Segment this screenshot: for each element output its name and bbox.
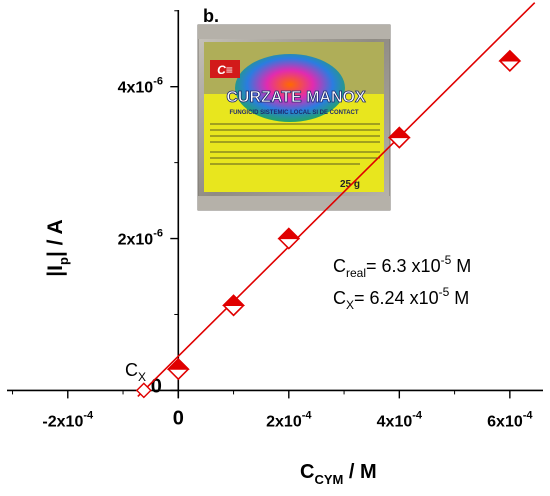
- data-point-fill: [222, 294, 246, 306]
- product-subtitle: FUNGICID SISTEMIC LOCAL SI DE CONTACT: [229, 110, 358, 116]
- fit-line: [137, 2, 536, 397]
- product-weight: 25 g: [340, 179, 360, 190]
- y-axis-title: |Ip| / A: [44, 219, 71, 276]
- cx-marker-label: CX: [125, 360, 146, 384]
- plot-area: [135, 2, 536, 399]
- c-x-annotation: CX= 6.24 x10-5 M: [333, 285, 469, 312]
- c-real-annotation: Creal= 6.3 x10-5 M: [333, 253, 471, 280]
- data-point: [277, 227, 301, 250]
- axes: -2x10-4 0 2x10-4 4x10-4 6x10-4 0 2x10-6 4x10-6: [7, 10, 543, 430]
- data-point-fill: [277, 227, 301, 240]
- y-tick-label: 2x10-6: [118, 228, 163, 249]
- data-point: [498, 49, 522, 73]
- panel-label: b.: [203, 6, 219, 26]
- sachet-bottom-seal: [198, 196, 390, 210]
- product-logo-disc: [235, 54, 345, 122]
- x-tick-label: 2x10-4: [266, 409, 312, 430]
- brand-mark: C≡: [217, 63, 233, 77]
- product-photo: C≡ CURZATE MANOX FUNGICID SISTEMIC LOCAL…: [197, 24, 391, 211]
- data-point: [387, 126, 411, 149]
- data-point: [166, 358, 190, 381]
- product-name: CURZATE MANOX: [226, 89, 366, 106]
- x-tick-label: 4x10-4: [377, 409, 423, 430]
- x-tick-label: 0: [173, 407, 184, 429]
- x-tick-label: 6x10-4: [487, 409, 533, 430]
- label-text-block: [210, 123, 380, 165]
- x-axis-title: CCYM / M: [300, 461, 377, 487]
- data-point-fill: [498, 50, 522, 62]
- data-point-fill: [387, 126, 411, 139]
- brand-logo: [210, 60, 240, 78]
- x-intercept-marker: [135, 382, 152, 399]
- data-point: [222, 294, 246, 317]
- y-tick-label: 4x10-6: [118, 76, 163, 97]
- y-tick-label: 0: [151, 375, 162, 397]
- sachet-top-seal: [198, 25, 390, 39]
- x-tick-label: -2x10-4: [42, 409, 94, 430]
- data-point-fill: [166, 358, 190, 370]
